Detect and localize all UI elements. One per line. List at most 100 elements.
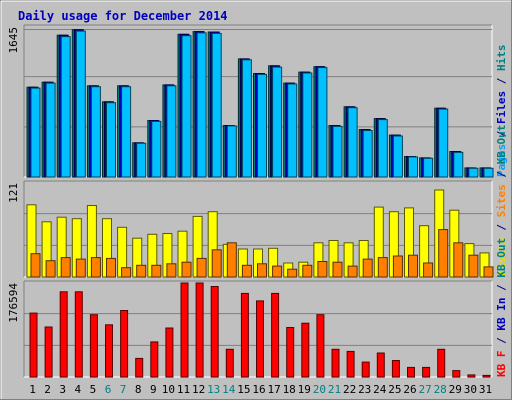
x-tick-label-4: 4	[74, 383, 81, 396]
bar-sites-30	[468, 254, 479, 278]
bar-kb-f-20	[316, 314, 325, 378]
x-axis-labels: 1 2 3 4 5 6 7 8 9 10 11 12 13 14 15 16 17 18 19 20 21 22 23 24 2…	[29, 383, 492, 396]
bar-sites-21	[332, 261, 343, 278]
bar-sites-2	[45, 260, 56, 278]
x-tick-label-3: 3	[59, 383, 66, 396]
bar-kb-f-19	[301, 322, 310, 378]
bar-pages-14	[226, 125, 237, 178]
bar-pages-30	[468, 167, 479, 178]
bar-kb-f-9	[150, 341, 159, 378]
panel-middle: 121 Visits / Sites / KB Out	[7, 125, 508, 278]
bar-sites-26	[408, 254, 418, 278]
legend-entry: /	[495, 217, 508, 237]
panel-max-label: 121	[7, 183, 20, 203]
x-tick-label-29: 29	[449, 383, 462, 396]
bar-sites-13	[211, 249, 222, 278]
bar-kb-f-24	[376, 352, 385, 378]
x-tick-label-14: 14	[222, 383, 236, 396]
bar-sites-25	[392, 255, 403, 278]
legend-entry: KB Out	[495, 125, 508, 165]
bar-sites-8	[136, 264, 147, 278]
bar-sites-28	[438, 229, 449, 278]
x-tick-label-5: 5	[90, 383, 97, 396]
bar-sites-23	[362, 258, 373, 278]
legend-entry: KB F	[495, 351, 508, 378]
x-tick-label-10: 10	[162, 383, 175, 396]
legend-entry: Sites	[495, 184, 508, 217]
bar-pages-12	[196, 32, 207, 178]
bar-pages-2	[45, 82, 56, 178]
panel-bottom: 176594 KB F / KB In / KB Out	[7, 238, 508, 378]
bar-kb-f-10	[165, 327, 174, 378]
bar-sites-7	[121, 267, 132, 278]
bar-sites-14	[226, 242, 237, 278]
bar-pages-5	[90, 86, 101, 178]
bar-kb-f-23	[361, 361, 370, 378]
bar-pages-1	[30, 87, 41, 178]
bar-pages-18	[287, 83, 298, 178]
x-tick-label-24: 24	[373, 383, 387, 396]
bar-kb-f-29	[452, 370, 461, 378]
x-tick-label-15: 15	[237, 383, 250, 396]
bar-pages-10	[166, 85, 177, 178]
chart-title: Daily usage for December 2014	[18, 9, 228, 23]
legend-entry: /	[495, 71, 508, 91]
bar-pages-21	[332, 125, 343, 178]
bar-sites-20	[317, 261, 328, 278]
x-tick-label-2: 2	[44, 383, 51, 396]
legend-entry: /	[495, 278, 508, 298]
x-tick-label-23: 23	[358, 383, 371, 396]
x-tick-label-22: 22	[343, 383, 356, 396]
bar-pages-26	[408, 156, 418, 178]
bar-pages-19	[302, 72, 313, 178]
bar-pages-31	[483, 167, 494, 178]
x-tick-label-25: 25	[388, 383, 401, 396]
legend-entry: /	[495, 124, 508, 144]
bar-kb-f-22	[346, 350, 355, 378]
panel-legend: Pages / Files / Hits	[495, 45, 508, 178]
bars-top	[26, 29, 494, 178]
x-tick-label-6: 6	[105, 383, 112, 396]
bar-kb-f-14	[225, 348, 234, 378]
bar-sites-9	[151, 264, 162, 278]
bar-sites-12	[196, 257, 207, 278]
bar-kb-f-25	[391, 360, 400, 378]
bar-kb-f-12	[195, 282, 204, 378]
legend-entry: Visits	[495, 237, 508, 277]
bar-sites-10	[166, 263, 177, 278]
x-tick-label-31: 31	[479, 383, 492, 396]
legend-entry: /	[495, 331, 508, 351]
bar-pages-20	[317, 67, 328, 178]
bar-sites-19	[302, 264, 313, 278]
x-tick-label-16: 16	[252, 383, 265, 396]
bar-kb-f-26	[407, 366, 415, 378]
bar-pages-29	[453, 151, 464, 178]
bar-kb-f-5	[89, 314, 98, 378]
x-tick-label-17: 17	[267, 383, 280, 396]
bar-kb-f-18	[286, 327, 295, 378]
x-tick-label-21: 21	[328, 383, 341, 396]
bar-kb-f-16	[256, 300, 264, 378]
legend-entry: KB Out	[495, 238, 508, 278]
x-tick-label-19: 19	[298, 383, 311, 396]
bars-middle	[26, 189, 494, 278]
bar-pages-25	[392, 135, 403, 178]
x-tick-label-9: 9	[150, 383, 157, 396]
bar-sites-1	[30, 253, 41, 278]
bar-pages-22	[347, 107, 358, 178]
bar-sites-29	[453, 242, 464, 278]
bar-pages-7	[121, 86, 132, 178]
x-tick-label-11: 11	[177, 383, 190, 396]
bar-pages-17	[272, 66, 283, 178]
bar-kb-f-6	[105, 324, 113, 378]
bar-sites-16	[257, 263, 267, 278]
bar-pages-27	[423, 157, 434, 178]
x-tick-label-1: 1	[29, 383, 36, 396]
bar-kb-f-30	[467, 374, 476, 378]
panel-top: 1645 Pages / Files / Hits	[7, 24, 508, 178]
x-tick-label-13: 13	[207, 383, 220, 396]
bar-sites-5	[90, 257, 101, 278]
x-tick-label-26: 26	[403, 383, 416, 396]
